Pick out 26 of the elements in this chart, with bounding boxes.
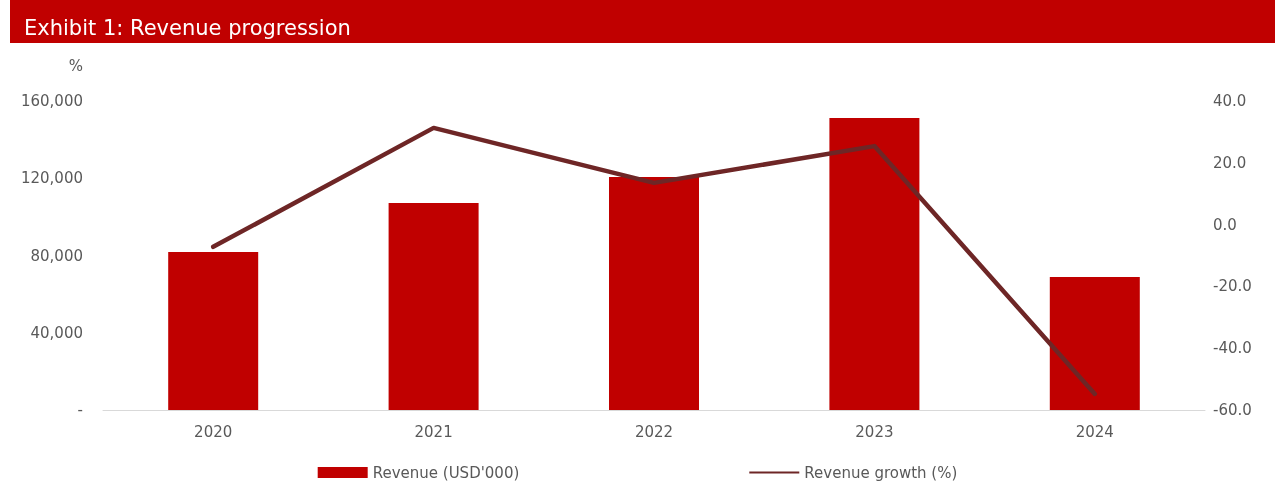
y-tick-label: - xyxy=(77,401,83,419)
y-tick-label: 160,000 xyxy=(20,92,83,110)
y-axis-title: % xyxy=(68,56,83,75)
legend-label: Revenue growth (%) xyxy=(804,463,958,482)
legend-label: Revenue (USD'000) xyxy=(372,463,520,482)
x-tick-label: 2024 xyxy=(1075,422,1114,441)
bar xyxy=(388,202,479,410)
y-tick-label: 40,000 xyxy=(30,323,83,342)
y-tick-label: 80,000 xyxy=(30,246,83,265)
x-tick-label: 2022 xyxy=(634,422,674,441)
y2-tick-label: 40.0 xyxy=(1213,92,1247,110)
bar xyxy=(609,177,699,410)
bar xyxy=(168,252,259,410)
x-tick-label: 2021 xyxy=(414,422,453,441)
y-tick-label: 120,000 xyxy=(20,169,83,188)
chart-title: Exhibit 1: Revenue progression xyxy=(24,16,351,40)
y2-tick-label: -20.0 xyxy=(1213,277,1252,296)
y2-tick-label: 0.0 xyxy=(1213,215,1237,234)
y2-tick-label: 20.0 xyxy=(1213,153,1247,172)
bar xyxy=(1049,276,1140,410)
y2-tick-label: -60.0 xyxy=(1213,401,1252,419)
x-tick-label: 2023 xyxy=(855,422,894,441)
y2-tick-label: -40.0 xyxy=(1213,339,1252,358)
bar xyxy=(829,118,920,410)
line-series xyxy=(210,125,1098,397)
x-tick-label: 2020 xyxy=(194,422,233,441)
